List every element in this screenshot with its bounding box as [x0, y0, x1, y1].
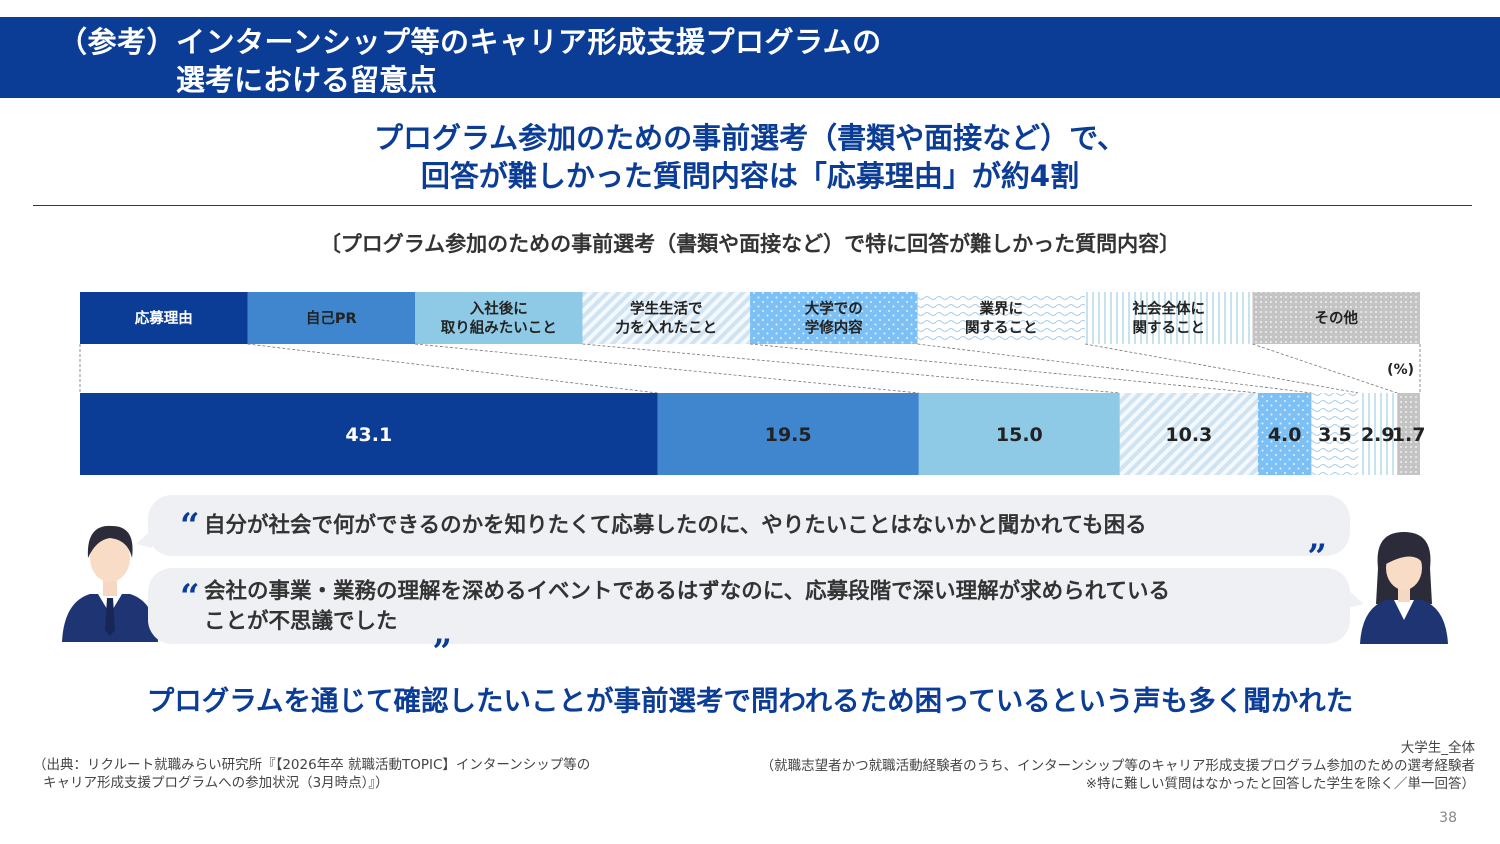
- headline-line1: プログラム参加のための事前選考（書類や面接など）で、: [374, 121, 1126, 155]
- source-citation: （出典：リクルート就職みらい研究所『【2026年卒 就職活動TOPIC】インター…: [33, 756, 590, 792]
- header-title-line2: 選考における留意点: [176, 63, 438, 97]
- quote-2-text-line2: ことが不思議でした: [204, 609, 398, 634]
- bar-series-7: [1358, 393, 1398, 475]
- legend-label-series-3: 取り組みたいこと: [441, 319, 557, 337]
- bar-series-4: [1119, 393, 1258, 475]
- bar-series-3: [918, 393, 1120, 475]
- page-number: 38: [1439, 810, 1457, 826]
- female-student-avatar: [1356, 528, 1452, 648]
- bar-value-series-7: 2.9: [1361, 424, 1395, 446]
- connector-line-series-5: [749, 343, 1258, 394]
- header-banner: （参考）インターンシップ等のキャリア形成支援プログラムの 選考における留意点: [0, 17, 1500, 98]
- bubble-2-tail: [1348, 590, 1364, 608]
- legend-label-series-7: 関すること: [1133, 320, 1206, 337]
- legend-swatch-series-1: [80, 292, 248, 344]
- source-line2: キャリア形成支援プログラムへの参加状況（3月時点）』）: [43, 775, 389, 791]
- bar-series-6: [1311, 393, 1359, 475]
- connector-line-series-7: [1084, 343, 1359, 394]
- bar-value-series-4: 10.3: [1165, 424, 1212, 446]
- header-title-line1: （参考）インターンシップ等のキャリア形成支援プログラムの: [58, 25, 882, 59]
- bar-value-series-6: 3.5: [1318, 424, 1352, 446]
- open-quote-icon: “: [180, 506, 200, 546]
- note-line3: ※特に難しい質問はなかったと回答した学生を除く／単一回答）: [1085, 776, 1475, 792]
- bar-value-series-2: 19.5: [765, 424, 812, 446]
- connector-line-series-6: [917, 343, 1312, 394]
- bar-value-series-5: 4.0: [1268, 424, 1302, 446]
- bar-series-5: [1257, 393, 1312, 475]
- divider: [33, 205, 1472, 206]
- legend-label-series-2: 自己PR: [306, 309, 357, 327]
- quote-bubble-1: “ 自分が社会で何ができるのかを知りたくて応募したのに、やりたいことはないかと聞…: [148, 495, 1350, 556]
- bar-series-1: [80, 393, 658, 475]
- headline-line2: 回答が難しかった質問内容は「応募理由」が約4割: [420, 159, 1080, 193]
- connector-line-series-2: [247, 343, 658, 394]
- male-student-avatar: [60, 518, 160, 646]
- chart-note: 大学生_全体 （就職志望者かつ就職活動経験者のうち、インターンシップ等のキャリア…: [761, 739, 1475, 793]
- quote-1-text: 自分が社会で何ができるのかを知りたくて応募したのに、やりたいことはないかと聞かれ…: [204, 513, 1147, 538]
- bar-series-2: [657, 393, 919, 475]
- legend-swatch-series-4: [582, 292, 750, 344]
- bar-series-8: [1397, 393, 1420, 475]
- unit-label: (%): [1387, 362, 1414, 378]
- bar-value-series-8: 1.7: [1392, 424, 1426, 446]
- connector-line-series-4: [582, 343, 1120, 394]
- legend-swatch-series-3: [415, 292, 583, 344]
- connector-line-series-3: [414, 343, 919, 394]
- legend-swatch-series-5: [750, 292, 918, 344]
- close-quote-icon: „: [433, 613, 453, 653]
- legend-label-series-3: 入社後に: [470, 300, 528, 318]
- chart-title: 〔プログラム参加のための事前選考（書類や面接など）で特に回答が難しかった質問内容…: [319, 232, 1181, 256]
- note-line2: （就職志望者かつ就職活動経験者のうち、インターンシップ等のキャリア形成支援プログ…: [760, 758, 1475, 774]
- legend-label-series-4: 力を入れたこと: [616, 319, 718, 337]
- legend-label-series-6: 業界に: [979, 300, 1024, 318]
- source-line1: （出典：リクルート就職みらい研究所『【2026年卒 就職活動TOPIC】インター…: [33, 757, 591, 773]
- legend-swatch-series-8: [1252, 292, 1420, 344]
- close-quote-icon: „: [1308, 518, 1328, 558]
- bubble-1-tail: [136, 530, 152, 548]
- open-quote-icon: “: [180, 577, 200, 617]
- quote-bubble-2: “ 会社の事業・業務の理解を深めるイベントであるはずなのに、応募段階で深い理解が…: [148, 568, 1350, 650]
- legend-label-series-5: 学修内容: [805, 319, 863, 337]
- bar-value-series-3: 15.0: [996, 424, 1043, 446]
- legend-label-series-7: 社会全体に: [1132, 300, 1206, 318]
- legend-swatch-series-2: [247, 292, 415, 344]
- legend-swatch-series-7: [1085, 292, 1253, 344]
- legend-label-series-6: 関すること: [965, 320, 1038, 337]
- legend-label-series-8: その他: [1315, 309, 1359, 327]
- legend-swatch-series-6: [917, 292, 1085, 344]
- note-line1: 大学生_全体: [1400, 740, 1475, 756]
- quote-2-text-line1: 会社の事業・業務の理解を深めるイベントであるはずなのに、応募段階で深い理解が求め…: [204, 579, 1170, 604]
- legend-label-series-1: 応募理由: [135, 309, 193, 327]
- legend-label-series-4: 学生生活で: [630, 300, 703, 318]
- connector-line-series-8: [1252, 343, 1398, 394]
- bottom-message: プログラムを通じて確認したいことが事前選考で問われるため困っているという声も多く…: [146, 685, 1354, 717]
- bar-value-series-1: 43.1: [345, 424, 392, 446]
- legend-label-series-5: 大学での: [805, 300, 863, 318]
